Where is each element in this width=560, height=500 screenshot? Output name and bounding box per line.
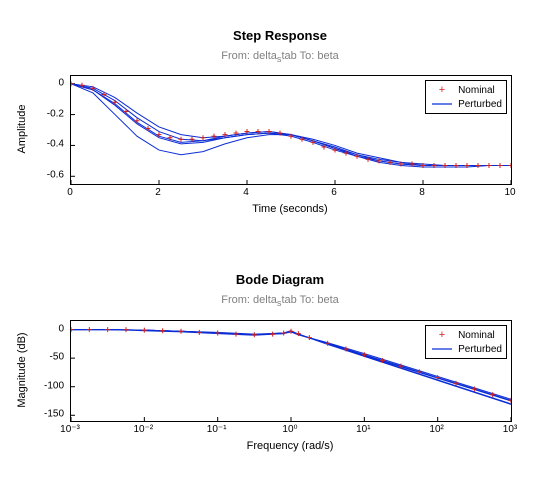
top-ylabel: Amplitude (16, 105, 28, 154)
ytick-label: -50 (50, 352, 64, 363)
xtick-label: 10⁻¹ (207, 424, 227, 435)
legend-row-perturbed: Perturbed (430, 342, 502, 356)
ytick-label: -0.2 (47, 108, 64, 119)
bottom-plot-area: + Nominal Perturbed (70, 320, 512, 422)
top-plot-area: + Nominal Perturbed (70, 75, 512, 185)
legend-row-nominal: + Nominal (430, 83, 502, 97)
xtick-label: 10⁻³ (60, 424, 80, 435)
svg-text:+: + (439, 85, 445, 95)
figure: Step Response From: deltastab To: beta +… (0, 0, 560, 500)
xtick-label: 10⁻² (133, 424, 153, 435)
legend-label-perturbed: Perturbed (458, 99, 502, 110)
bottom-subtitle-prefix: From: delta (221, 294, 277, 306)
bottom-xlabel: Frequency (rad/s) (247, 440, 334, 452)
top-xlabel: Time (seconds) (252, 203, 327, 215)
top-legend: + Nominal Perturbed (425, 80, 507, 114)
bottom-subtitle-suffix: tab To: beta (281, 294, 338, 306)
xtick-label: 10 (504, 187, 515, 198)
legend-label-perturbed: Perturbed (458, 344, 502, 355)
xtick-label: 10¹ (356, 424, 370, 435)
xtick-label: 10³ (503, 424, 517, 435)
legend-row-nominal: + Nominal (430, 328, 502, 342)
legend-label-nominal: Nominal (458, 85, 495, 96)
xtick-label: 10⁰ (282, 424, 297, 435)
ytick-label: -0.4 (47, 139, 64, 150)
xtick-label: 4 (243, 187, 249, 198)
xtick-label: 6 (331, 187, 337, 198)
bottom-ylabel: Magnitude (dB) (16, 332, 28, 407)
legend-label-nominal: Nominal (458, 330, 495, 341)
xtick-label: 8 (419, 187, 425, 198)
xtick-label: 10² (429, 424, 443, 435)
xtick-label: 2 (155, 187, 161, 198)
bottom-subtitle: From: deltastab To: beta (0, 294, 560, 308)
ytick-label: -150 (44, 409, 64, 420)
legend-swatch-perturbed (430, 344, 454, 354)
legend-swatch-nominal: + (430, 330, 454, 340)
legend-swatch-perturbed (430, 99, 454, 109)
legend-swatch-nominal: + (430, 85, 454, 95)
top-title: Step Response (0, 28, 560, 43)
ytick-label: -0.6 (47, 170, 64, 181)
legend-row-perturbed: Perturbed (430, 97, 502, 111)
top-subtitle: From: deltastab To: beta (0, 50, 560, 64)
ytick-label: 0 (58, 77, 64, 88)
top-subtitle-prefix: From: delta (221, 50, 277, 62)
top-subtitle-suffix: tab To: beta (281, 50, 338, 62)
bottom-legend: + Nominal Perturbed (425, 325, 507, 359)
xtick-label: 0 (67, 187, 73, 198)
ytick-label: -100 (44, 380, 64, 391)
bottom-title: Bode Diagram (0, 272, 560, 287)
svg-text:+: + (439, 330, 445, 340)
ytick-label: 0 (58, 323, 64, 334)
